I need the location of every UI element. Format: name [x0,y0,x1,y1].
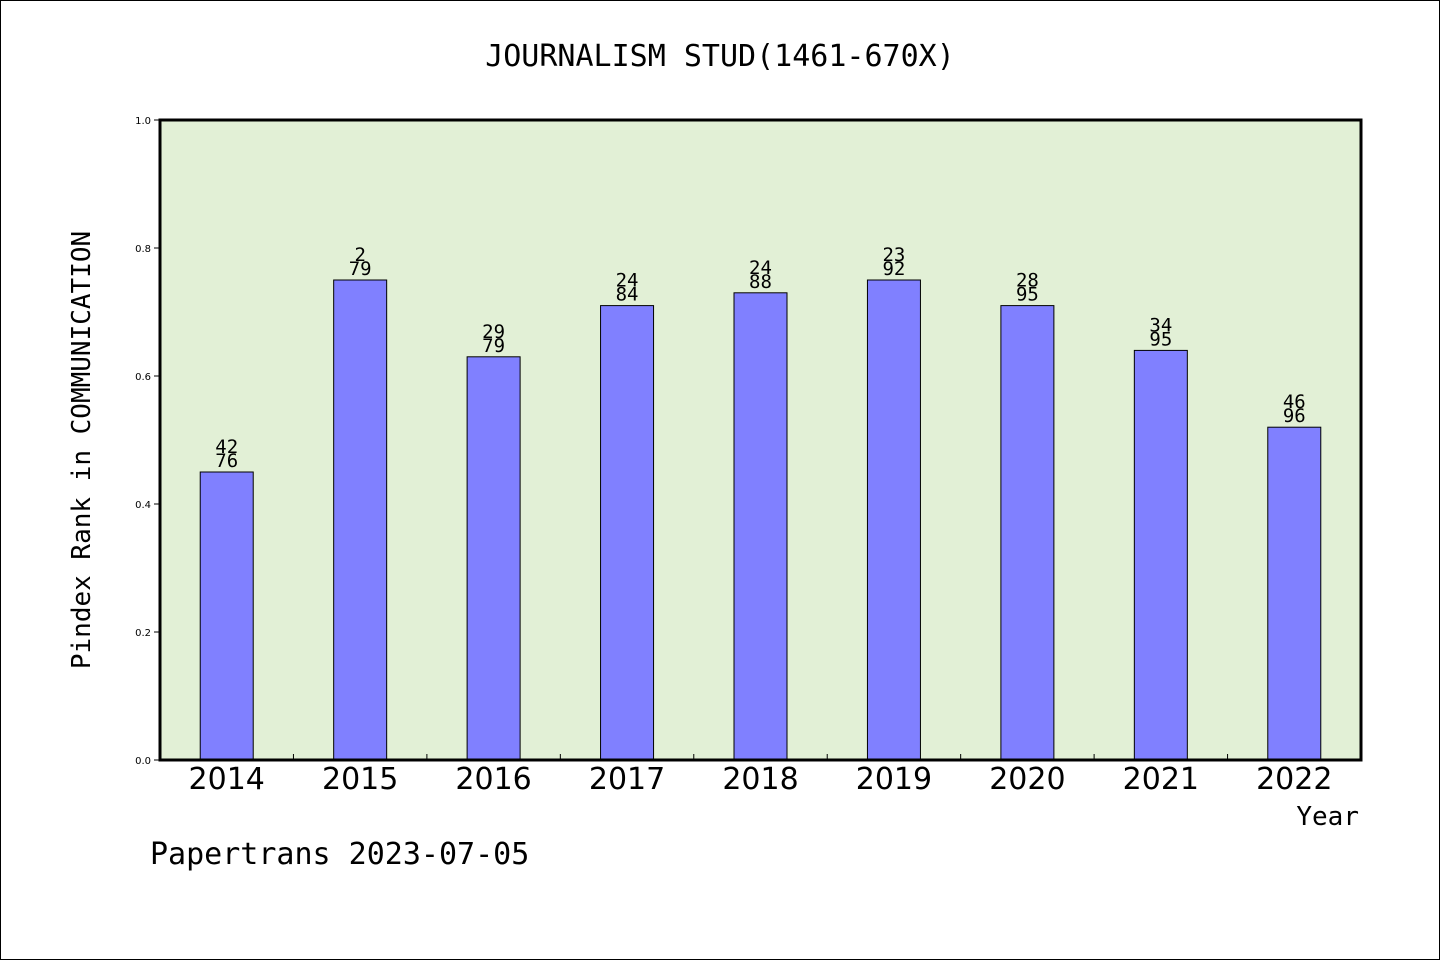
x-tick-label: 2015 [322,762,398,797]
y-axis-label: Pindex Rank in COMMUNICATION [67,231,97,669]
bar-2021 [1133,349,1188,761]
bar-label-total: 79 [349,258,372,280]
x-tick-label: 2017 [589,762,665,797]
bar-2022 [1267,426,1322,761]
chart-title: JOURNALISM STUD(1461-670X) [485,39,955,74]
watermark-text: Papertrans 2023-07-05 [150,837,529,872]
y-tick-label: 1.0 [135,116,151,127]
x-tick-label: 2016 [455,762,531,797]
bar-label-rank: 23 [882,244,905,266]
x-axis: 2014 2015 2016 2017 2018 2019 2020 2021 2022 [189,754,1332,797]
bar-label-rank: 24 [616,270,639,292]
bar-label-rank: 2 [354,244,365,266]
x-tick-label: 2020 [989,762,1065,797]
bar-label-total: 79 [482,335,505,357]
bar-label-total: 76 [215,450,238,472]
bar-2017 [600,305,655,761]
x-tick-label: 2021 [1123,762,1199,797]
bar-2015 [333,279,388,761]
y-tick-label: 0.6 [135,372,151,383]
bar-label-rank: 28 [1016,270,1039,292]
bar-label-rank: 42 [215,436,238,458]
plot-border [158,118,1363,762]
bar-label-total: 92 [882,258,905,280]
y-tick-label: 0.4 [135,500,151,511]
bar-label-total: 84 [616,284,639,306]
bar-series [199,279,1322,761]
y-tick-label: 0.2 [135,628,151,639]
x-tick-label: 2022 [1256,762,1332,797]
bar-2018 [733,292,788,761]
x-tick-label: 2014 [189,762,265,797]
bar-label-rank: 34 [1149,314,1172,336]
bar-label-total: 95 [1149,328,1172,350]
bar-label-total: 96 [1283,405,1306,427]
x-tick-label: 2019 [856,762,932,797]
bar-label-rank: 29 [482,321,505,343]
bar-2014 [199,471,254,761]
y-tick-label: 0.0 [135,756,151,767]
bar-2016 [466,356,521,761]
y-tick-label: 0.8 [135,244,151,255]
bar-label-total: 95 [1016,284,1039,306]
y-axis: 0.0 0.2 0.4 0.6 0.8 1.0 [135,116,160,767]
bar-label-rank: 46 [1283,391,1306,413]
bar-2020 [1000,305,1055,761]
bar-label-rank: 24 [749,257,772,279]
x-axis-label: Year [1296,802,1359,832]
bar-2019 [866,279,921,761]
x-tick-label: 2018 [722,762,798,797]
bar-label-total: 88 [749,271,772,293]
